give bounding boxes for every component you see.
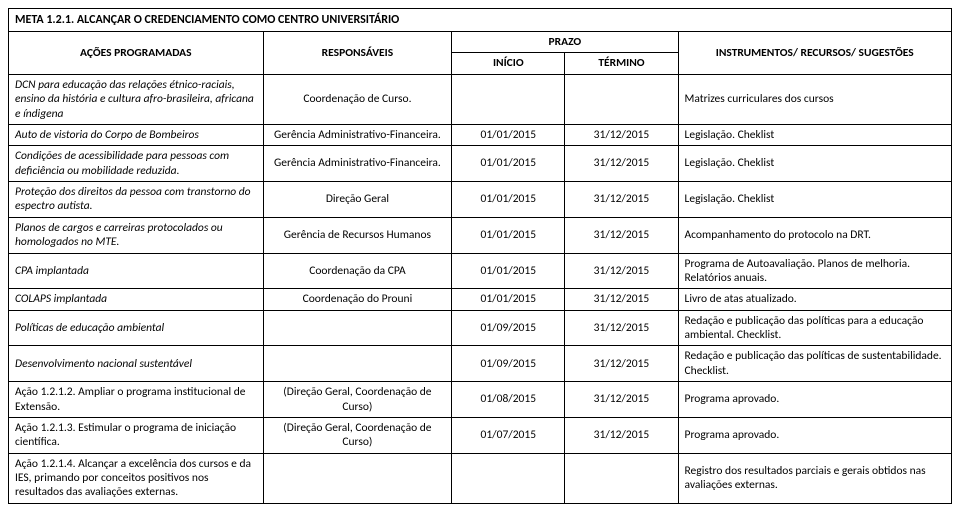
cell-responsavel: (Direção Geral, Coordenação de Curso) (263, 417, 452, 453)
cell-inicio: 01/08/2015 (452, 382, 565, 418)
cell-instrumentos: Redação e publicação das políticas para … (678, 310, 951, 346)
cell-acao: COLAPS implantada (9, 289, 264, 310)
cell-responsavel: Gerência de Recursos Humanos (263, 217, 452, 253)
cell-acao: DCN para educação das relações étnico-ra… (9, 74, 264, 124)
header-inicio: INÍCIO (452, 53, 565, 74)
cell-acao: Desenvolvimento nacional sustentável (9, 346, 264, 382)
header-acoes: AÇÕES PROGRAMADAS (9, 32, 264, 75)
cell-inicio: 01/01/2015 (452, 146, 565, 182)
header-prazo: PRAZO (452, 32, 678, 53)
cell-inicio: 01/09/2015 (452, 346, 565, 382)
cell-acao: Ação 1.2.1.2. Ampliar o programa institu… (9, 382, 264, 418)
cell-responsavel: Direção Geral (263, 182, 452, 218)
cell-termino: 31/12/2015 (565, 417, 678, 453)
cell-inicio: 01/01/2015 (452, 124, 565, 145)
cell-instrumentos: Acompanhamento do protocolo na DRT. (678, 217, 951, 253)
table-row: Auto de vistoria do Corpo de BombeirosGe… (9, 124, 952, 145)
header-row-1: AÇÕES PROGRAMADAS RESPONSÁVEIS PRAZO INS… (9, 32, 952, 53)
cell-termino: 31/12/2015 (565, 310, 678, 346)
plan-table: AÇÕES PROGRAMADAS RESPONSÁVEIS PRAZO INS… (8, 31, 952, 504)
table-row: Condições de acessibilidade para pessoas… (9, 146, 952, 182)
cell-instrumentos: Redação e publicação das políticas de su… (678, 346, 951, 382)
cell-instrumentos: Programa aprovado. (678, 382, 951, 418)
cell-acao: CPA implantada (9, 253, 264, 289)
cell-termino: 31/12/2015 (565, 124, 678, 145)
cell-responsavel: (Direção Geral, Coordenação de Curso) (263, 382, 452, 418)
cell-instrumentos: Programa aprovado. (678, 417, 951, 453)
table-row: Ação 1.2.1.4. Alcançar a excelência dos … (9, 453, 952, 503)
cell-responsavel (263, 310, 452, 346)
cell-inicio (452, 453, 565, 503)
header-instrumentos: INSTRUMENTOS/ RECURSOS/ SUGESTÕES (678, 32, 951, 75)
table-row: DCN para educação das relações étnico-ra… (9, 74, 952, 124)
table-row: Ação 1.2.1.2. Ampliar o programa institu… (9, 382, 952, 418)
cell-termino: 31/12/2015 (565, 182, 678, 218)
cell-responsavel: Gerência Administrativo-Financeira. (263, 124, 452, 145)
cell-inicio: 01/01/2015 (452, 289, 565, 310)
cell-termino: 31/12/2015 (565, 146, 678, 182)
table-row: CPA implantadaCoordenação da CPA01/01/20… (9, 253, 952, 289)
cell-termino: 31/12/2015 (565, 346, 678, 382)
cell-responsavel: Coordenação de Curso. (263, 74, 452, 124)
cell-responsavel: Gerência Administrativo-Financeira. (263, 146, 452, 182)
cell-responsavel (263, 453, 452, 503)
header-responsaveis: RESPONSÁVEIS (263, 32, 452, 75)
header-termino: TÉRMINO (565, 53, 678, 74)
cell-termino: 31/12/2015 (565, 382, 678, 418)
cell-responsavel: Coordenação do Prouni (263, 289, 452, 310)
cell-acao: Políticas de educação ambiental (9, 310, 264, 346)
cell-instrumentos: Registro dos resultados parciais e gerai… (678, 453, 951, 503)
table-row: COLAPS implantadaCoordenação do Prouni01… (9, 289, 952, 310)
cell-responsavel: Coordenação da CPA (263, 253, 452, 289)
cell-inicio (452, 74, 565, 124)
cell-inicio: 01/07/2015 (452, 417, 565, 453)
cell-acao: Ação 1.2.1.4. Alcançar a excelência dos … (9, 453, 264, 503)
cell-instrumentos: Livro de atas atualizado. (678, 289, 951, 310)
cell-termino: 31/12/2015 (565, 253, 678, 289)
cell-acao: Condições de acessibilidade para pessoas… (9, 146, 264, 182)
cell-acao: Auto de vistoria do Corpo de Bombeiros (9, 124, 264, 145)
cell-instrumentos: Matrizes curriculares dos cursos (678, 74, 951, 124)
cell-responsavel (263, 346, 452, 382)
cell-instrumentos: Programa de Autoavaliação. Planos de mel… (678, 253, 951, 289)
cell-inicio: 01/01/2015 (452, 253, 565, 289)
cell-termino (565, 453, 678, 503)
cell-instrumentos: Legislação. Cheklist (678, 124, 951, 145)
cell-termino: 31/12/2015 (565, 289, 678, 310)
table-row: Desenvolvimento nacional sustentável 01/0… (9, 346, 952, 382)
cell-instrumentos: Legislação. Cheklist (678, 182, 951, 218)
cell-acao: Ação 1.2.1.3. Estimular o programa de in… (9, 417, 264, 453)
table-row: Políticas de educação ambiental 01/09/201… (9, 310, 952, 346)
meta-title: META 1.2.1. ALCANÇAR O CREDENCIAMENTO CO… (8, 8, 952, 31)
cell-inicio: 01/09/2015 (452, 310, 565, 346)
cell-acao: Planos de cargos e carreiras protocolado… (9, 217, 264, 253)
cell-instrumentos: Legislação. Cheklist (678, 146, 951, 182)
cell-termino: 31/12/2015 (565, 217, 678, 253)
table-row: Ação 1.2.1.3. Estimular o programa de in… (9, 417, 952, 453)
cell-termino (565, 74, 678, 124)
table-row: Proteção dos direitos da pessoa com tran… (9, 182, 952, 218)
table-row: Planos de cargos e carreiras protocolado… (9, 217, 952, 253)
cell-acao: Proteção dos direitos da pessoa com tran… (9, 182, 264, 218)
cell-inicio: 01/01/2015 (452, 182, 565, 218)
cell-inicio: 01/01/2015 (452, 217, 565, 253)
